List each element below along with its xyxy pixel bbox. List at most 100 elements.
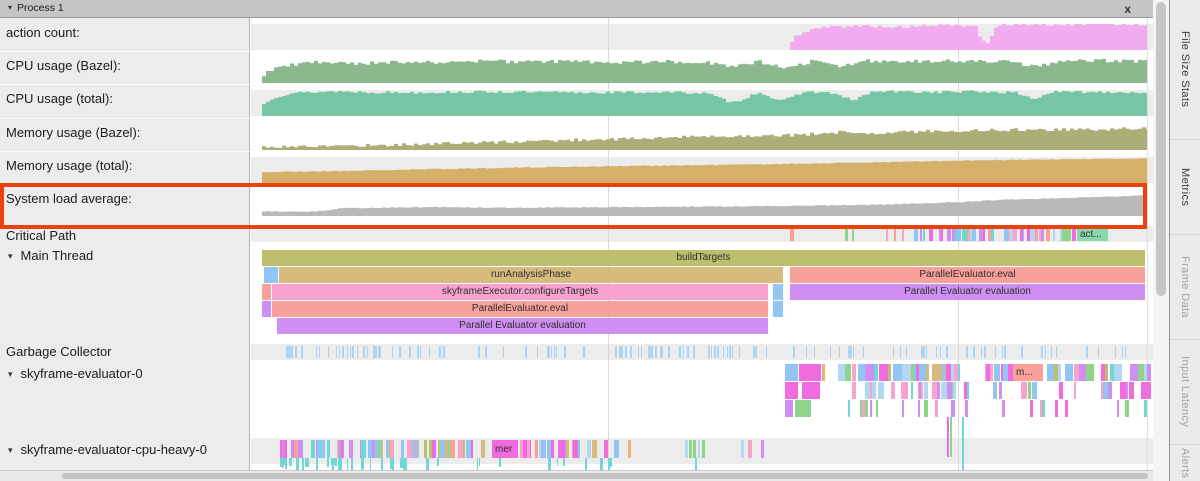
- trace-slice[interactable]: [849, 346, 852, 358]
- trace-slice[interactable]: [262, 284, 271, 300]
- trace-slice[interactable]: [553, 346, 556, 358]
- trace-slice[interactable]: [1065, 364, 1071, 381]
- trace-slice[interactable]: [647, 346, 649, 358]
- trace-slice[interactable]: [1107, 382, 1113, 399]
- trace-slice[interactable]: [282, 458, 284, 468]
- trace-slice[interactable]: [391, 440, 394, 458]
- trace-slice[interactable]: [785, 382, 798, 399]
- trace-slice[interactable]: [319, 346, 321, 358]
- trace-slice[interactable]: [954, 364, 959, 381]
- trace-slice[interactable]: [300, 440, 304, 458]
- trace-slice[interactable]: [326, 458, 330, 468]
- trace-slice[interactable]: [551, 346, 553, 358]
- trace-slice[interactable]: [1058, 382, 1064, 399]
- trace-slice[interactable]: [919, 227, 923, 241]
- trace-slice[interactable]: [940, 382, 945, 399]
- trace-slice[interactable]: [708, 346, 710, 358]
- trace-slice[interactable]: [630, 346, 632, 358]
- trace-slice[interactable]: [577, 440, 580, 458]
- trace-slice[interactable]: [1115, 346, 1117, 358]
- trace-slice[interactable]: [695, 458, 697, 470]
- trace-slice[interactable]: [285, 346, 288, 358]
- trace-slice[interactable]: [722, 346, 724, 358]
- trace-slice[interactable]: [481, 440, 486, 458]
- trace-slice[interactable]: [298, 440, 302, 458]
- cpu-heavy-row-0[interactable]: mer: [262, 440, 1147, 458]
- track-label-action-count[interactable]: action count:: [6, 25, 80, 40]
- trace-slice[interactable]: [615, 346, 617, 358]
- trace-slice[interactable]: [853, 346, 855, 358]
- trace-slice[interactable]: [973, 346, 975, 358]
- main-thread-row-1[interactable]: runAnalysisPhase ParallelEvaluator.eval: [262, 267, 1147, 283]
- trace-slice[interactable]: [956, 364, 961, 381]
- trace-slice-labeled[interactable]: skyframeExecutor.configureTargets: [272, 284, 768, 300]
- trace-slice[interactable]: [1032, 382, 1037, 399]
- trace-slice[interactable]: [599, 458, 602, 470]
- trace-slice[interactable]: [369, 458, 372, 470]
- trace-slice[interactable]: [1026, 227, 1031, 241]
- trace-slice[interactable]: [1120, 382, 1127, 399]
- trace-slice[interactable]: [795, 400, 811, 417]
- trace-slice[interactable]: [1044, 346, 1046, 358]
- trace-slice[interactable]: [406, 440, 413, 458]
- trace-slice[interactable]: [1140, 382, 1146, 399]
- system-load-average-area-chart[interactable]: [262, 190, 1147, 216]
- trace-slice[interactable]: [947, 417, 949, 457]
- trace-slice[interactable]: [613, 440, 619, 458]
- trace-slice[interactable]: [879, 364, 889, 381]
- trace-slice[interactable]: [534, 440, 538, 458]
- trace-slice[interactable]: [548, 346, 551, 358]
- trace-slice[interactable]: [400, 458, 404, 468]
- trace-slice[interactable]: [1086, 346, 1088, 358]
- trace-slice[interactable]: [752, 346, 754, 358]
- trace-slice[interactable]: [685, 440, 688, 458]
- close-icon[interactable]: x: [1124, 2, 1131, 16]
- trace-slice[interactable]: [1008, 364, 1016, 381]
- trace-slice[interactable]: [361, 440, 366, 458]
- trace-slice[interactable]: [301, 346, 304, 358]
- trace-slice[interactable]: [1102, 382, 1109, 399]
- trace-slice[interactable]: [773, 301, 783, 317]
- trace-slice[interactable]: [1050, 346, 1053, 358]
- trace-slice[interactable]: [950, 417, 952, 457]
- trace-slice[interactable]: [540, 440, 544, 458]
- trace-slice[interactable]: [1124, 346, 1127, 358]
- trace-slice[interactable]: [952, 382, 956, 399]
- trace-slice[interactable]: [943, 382, 948, 399]
- collapse-icon[interactable]: ▾: [8, 251, 13, 261]
- main-thread-row-4[interactable]: Parallel Evaluator evaluation: [262, 318, 1147, 334]
- tab-alerts[interactable]: Alerts: [1179, 447, 1191, 479]
- tab-metrics[interactable]: Metrics: [1170, 140, 1200, 235]
- trace-slice[interactable]: [1074, 382, 1077, 399]
- trace-slice[interactable]: [311, 440, 315, 458]
- trace-slice[interactable]: [1097, 346, 1099, 358]
- track-label-skyframe-evaluator-0[interactable]: ▾ skyframe-evaluator-0: [8, 366, 143, 381]
- horizontal-scrollbar[interactable]: [0, 470, 1153, 481]
- trace-slice[interactable]: [923, 382, 929, 399]
- trace-slice[interactable]: [391, 346, 394, 358]
- trace-slice[interactable]: [603, 440, 608, 458]
- trace-slice[interactable]: [377, 440, 382, 458]
- track-label-main-thread[interactable]: ▾ Main Thread: [8, 248, 94, 263]
- trace-slice[interactable]: [419, 346, 422, 358]
- trace-slice[interactable]: [886, 227, 888, 241]
- trace-slice[interactable]: [346, 458, 349, 470]
- trace-slice[interactable]: [373, 346, 375, 358]
- trace-slice[interactable]: [933, 364, 943, 381]
- track-label-garbage-collector[interactable]: Garbage Collector: [6, 344, 112, 359]
- trace-slice[interactable]: [1009, 227, 1014, 241]
- trace-slice[interactable]: [628, 440, 631, 458]
- trace-slice-labeled[interactable]: ParallelEvaluator.eval: [272, 301, 768, 317]
- trace-slice[interactable]: [962, 227, 966, 241]
- trace-slice[interactable]: [929, 227, 933, 241]
- trace-slice[interactable]: [1003, 346, 1006, 358]
- trace-slice[interactable]: [986, 364, 991, 381]
- trace-slice[interactable]: [967, 227, 971, 241]
- trace-slice[interactable]: [918, 382, 921, 399]
- trace-slice[interactable]: [760, 440, 764, 458]
- trace-slice[interactable]: [852, 382, 857, 399]
- trace-slice[interactable]: [878, 382, 884, 399]
- trace-slice[interactable]: [1059, 227, 1064, 241]
- track-label-cpu-total[interactable]: CPU usage (total):: [6, 91, 113, 106]
- track-label-skyframe-evaluator-cpu-heavy-0[interactable]: ▾ skyframe-evaluator-cpu-heavy-0: [8, 442, 207, 457]
